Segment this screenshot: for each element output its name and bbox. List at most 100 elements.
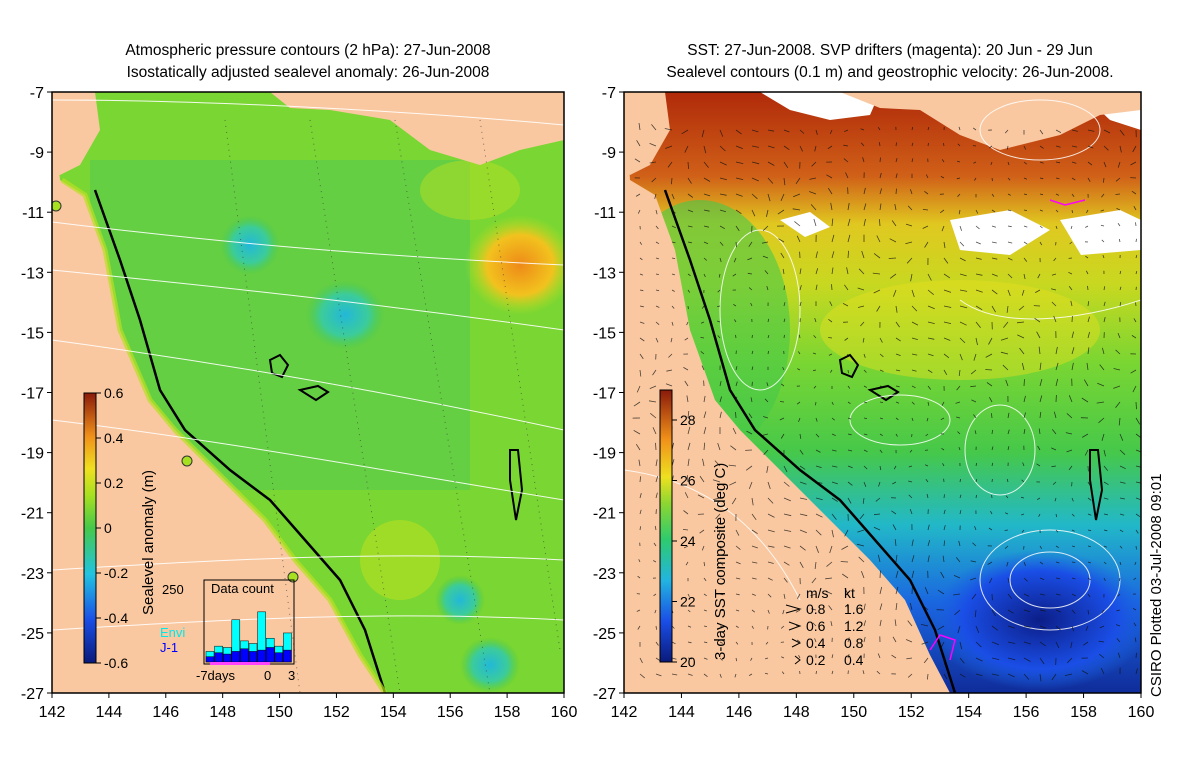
colorbar-tick-label: 26 — [680, 473, 696, 489]
lon-tick-label: 148 — [209, 704, 236, 721]
colorbar-tick-label: 0.2 — [104, 475, 124, 491]
colorbar-tick-label: 24 — [680, 533, 696, 549]
lat-tick-label: -17 — [593, 386, 616, 403]
inset-bar-j1 — [265, 647, 275, 663]
inset-bar-j1 — [214, 652, 223, 663]
colorbar-tick-label: 0 — [104, 520, 112, 536]
sla-high-anomaly — [465, 215, 564, 315]
lat-tick-label: -13 — [593, 265, 616, 282]
plot-credit: CSIRO Plotted 03-Jul-2008 09:01 — [1148, 473, 1165, 697]
inset-x-label-start: -7days — [196, 668, 236, 683]
sst-cold-pool — [930, 550, 1141, 690]
lat-tick-label: -11 — [22, 205, 44, 222]
right-title-line1: SST: 27-Jun-2008. SVP drifters (magenta)… — [687, 42, 1093, 59]
velocity-key-ms: 0.8 — [806, 601, 826, 617]
lon-tick-label: 142 — [611, 704, 638, 721]
inset-x-label-end: 3 — [288, 668, 295, 683]
lat-tick-label: -25 — [21, 626, 44, 643]
lon-tick-label: 152 — [323, 704, 350, 721]
lat-tick-label: -7 — [30, 85, 44, 102]
data-count-inset: 250 Data count Envi J-1 -7days 0 3 — [160, 579, 295, 683]
lon-tick-label: 154 — [380, 704, 407, 721]
inset-bar-j1 — [274, 652, 284, 663]
lat-tick-label: -27 — [21, 686, 44, 703]
velocity-key-kt: 0.4 — [844, 652, 864, 668]
lon-tick-label: 146 — [152, 704, 179, 721]
lon-tick-label: 158 — [494, 704, 521, 721]
lat-tick-label: -15 — [21, 325, 44, 342]
inset-legend-envi: Envi — [160, 625, 185, 640]
lon-tick-label: 150 — [266, 704, 293, 721]
colorbar-tick-label: 0.6 — [104, 385, 124, 401]
lat-tick-label: -17 — [21, 386, 44, 403]
lon-tick-label: 160 — [1128, 704, 1155, 721]
lat-tick-label: -7 — [602, 85, 616, 102]
colorbar-tick-label: -0.4 — [104, 610, 128, 626]
lat-tick-label: -11 — [594, 205, 616, 222]
land-australia — [624, 92, 950, 693]
sla-colorbar-ticks: 0.6 0.4 0.2 0 -0.2 -0.4 -0.6 — [96, 385, 128, 671]
velocity-key-arrow — [794, 655, 801, 665]
lat-tick-label: -13 — [21, 265, 44, 282]
right-title-line2: Sealevel contours (0.1 m) and geostrophi… — [666, 64, 1114, 81]
inset-bar-j1 — [240, 648, 249, 663]
lon-tick-label: 142 — [39, 704, 66, 721]
lat-tick-label: -25 — [593, 626, 616, 643]
lat-tick-label: -15 — [593, 325, 616, 342]
sst-colorbar-ticks: 28 26 24 22 20 — [672, 412, 696, 670]
lat-tick-label: -23 — [593, 566, 616, 583]
lon-tick-label: 158 — [1070, 704, 1097, 721]
velocity-key-kt: 1.2 — [844, 618, 864, 634]
colorbar-tick-label: 0.4 — [104, 430, 124, 446]
lon-tick-label: 150 — [840, 704, 867, 721]
colorbar-tick-label: -0.6 — [104, 655, 128, 671]
velocity-key-ms: 0.6 — [806, 618, 826, 634]
inset-bar-j1 — [248, 651, 258, 663]
lat-tick-label: -9 — [30, 145, 44, 162]
lon-tick-label: 156 — [1013, 704, 1040, 721]
lon-tick-label: 156 — [437, 704, 464, 721]
lat-tick-label: -23 — [21, 566, 44, 583]
left-title-line2: Isostatically adjusted sealevel anomaly:… — [126, 64, 490, 81]
velocity-key-ms: 0.2 — [806, 652, 826, 668]
velocity-key-kt-header: kt — [844, 585, 855, 601]
lat-tick-label: -19 — [21, 446, 44, 463]
land-australia — [52, 92, 385, 693]
lon-tick-label: 146 — [726, 704, 753, 721]
sst-colorbar-label: 3-day SST composite (deg C) — [712, 462, 729, 660]
lon-tick-label: 152 — [898, 704, 925, 721]
colorbar-tick-label: 28 — [680, 412, 696, 428]
velocity-key-kt: 0.8 — [844, 635, 864, 651]
lon-tick-label: 154 — [955, 704, 982, 721]
left-title-line1: Atmospheric pressure contours (2 hPa): 2… — [125, 42, 491, 59]
inset-bar-j1 — [222, 653, 232, 663]
lat-tick-label: -21 — [593, 506, 616, 523]
lon-tick-label: 144 — [668, 704, 695, 721]
sla-map — [52, 92, 564, 693]
velocity-key-arrow — [791, 638, 802, 648]
velocity-key-kt: 1.6 — [844, 601, 864, 617]
velocity-key-arrow — [785, 604, 802, 614]
colorbar-tick-label: 22 — [680, 594, 696, 610]
lat-tick-label: -9 — [602, 145, 616, 162]
sst-colorbar — [659, 389, 673, 663]
sla-colorbar-label: Sealevel anomaly (m) — [140, 469, 157, 615]
lat-tick-label: -19 — [593, 446, 616, 463]
inset-legend-j1: J-1 — [160, 640, 178, 655]
sla-colorbar — [83, 392, 97, 664]
lat-tick-label: -27 — [593, 686, 616, 703]
land-png — [840, 92, 1141, 150]
lon-tick-label: 144 — [96, 704, 123, 721]
colorbar-tick-label: -0.2 — [104, 565, 128, 581]
inset-ymax-label: 250 — [162, 582, 184, 597]
lon-tick-label: 160 — [551, 704, 578, 721]
inset-bar-j1 — [205, 656, 215, 663]
velocity-key: m/s kt 0.8 1.60.6 1.20.4 0.80.2 0.4 — [785, 585, 864, 668]
inset-bar-j1 — [283, 649, 292, 663]
land-png — [270, 92, 564, 165]
colorbar-tick-label: 20 — [680, 654, 696, 670]
inset-title: Data count — [211, 581, 274, 596]
inset-bar-j1 — [257, 649, 266, 663]
